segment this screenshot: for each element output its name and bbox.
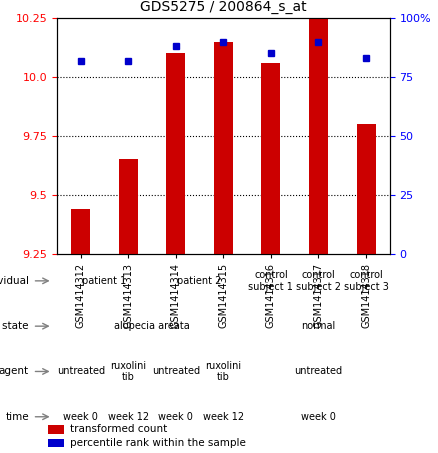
Text: untreated: untreated: [152, 366, 200, 376]
Text: week 12: week 12: [108, 412, 149, 422]
Text: untreated: untreated: [294, 366, 343, 376]
Title: GDS5275 / 200864_s_at: GDS5275 / 200864_s_at: [140, 0, 307, 14]
Text: disease state: disease state: [0, 321, 29, 331]
Bar: [261, 63, 280, 254]
Text: week 0: week 0: [159, 412, 193, 422]
Text: individual: individual: [0, 276, 29, 286]
Text: untreated: untreated: [57, 366, 105, 376]
Text: agent: agent: [0, 366, 29, 376]
Bar: [47, 439, 64, 447]
Bar: [71, 209, 90, 254]
Text: normal: normal: [301, 321, 336, 331]
Text: alopecia areata: alopecia areata: [114, 321, 190, 331]
Bar: [47, 425, 64, 434]
Text: week 12: week 12: [203, 412, 244, 422]
Text: ruxolini
tib: ruxolini tib: [205, 361, 241, 382]
Text: patient 1: patient 1: [82, 276, 127, 286]
Bar: [119, 159, 138, 254]
Text: ruxolini
tib: ruxolini tib: [110, 361, 146, 382]
Text: percentile rank within the sample: percentile rank within the sample: [70, 438, 246, 448]
Bar: [309, 11, 328, 254]
Text: week 0: week 0: [63, 412, 98, 422]
Bar: [357, 124, 375, 254]
Text: control
subject 1: control subject 1: [248, 270, 293, 292]
Text: time: time: [5, 412, 29, 422]
Bar: [166, 53, 185, 254]
Text: transformed count: transformed count: [70, 424, 167, 434]
Text: control
subject 2: control subject 2: [296, 270, 341, 292]
Text: patient 2: patient 2: [177, 276, 222, 286]
Text: week 0: week 0: [301, 412, 336, 422]
Text: control
subject 3: control subject 3: [343, 270, 389, 292]
Bar: [214, 42, 233, 254]
